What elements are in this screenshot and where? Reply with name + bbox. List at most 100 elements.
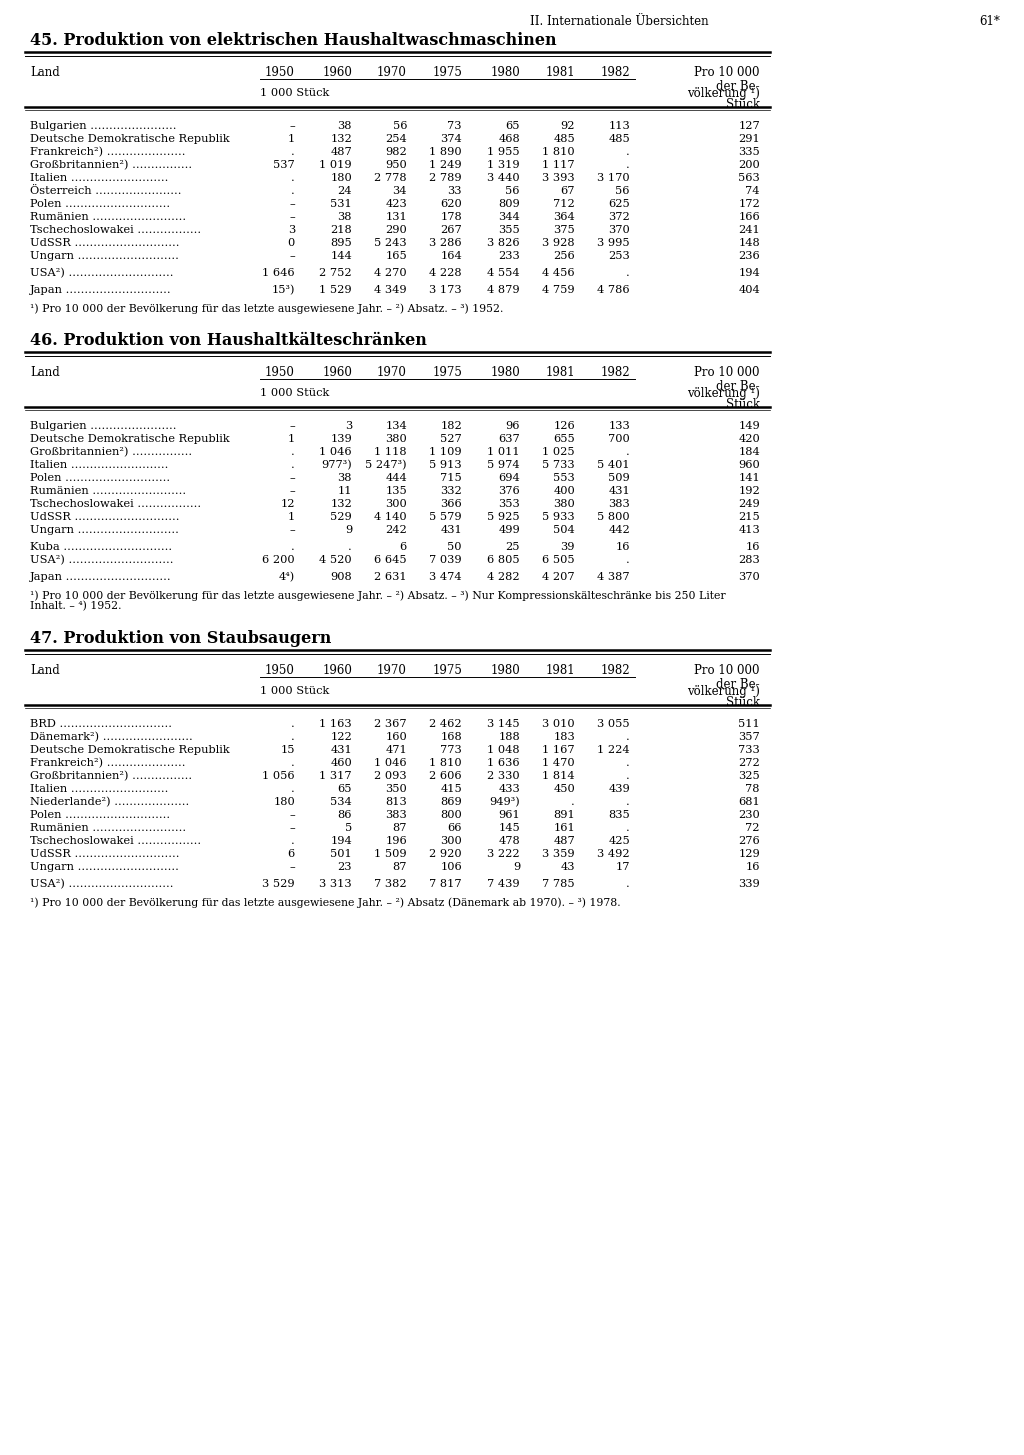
Text: 1975: 1975 <box>432 67 462 80</box>
Text: 1975: 1975 <box>432 367 462 380</box>
Text: 283: 283 <box>738 554 760 565</box>
Text: 46. Produktion von Haushaltkälteschränken: 46. Produktion von Haushaltkälteschränke… <box>30 332 427 349</box>
Text: 655: 655 <box>553 434 575 444</box>
Text: 9: 9 <box>513 861 520 872</box>
Text: .: . <box>627 879 630 889</box>
Text: 1970: 1970 <box>377 67 407 80</box>
Text: 5: 5 <box>345 824 352 834</box>
Text: 1975: 1975 <box>432 665 462 678</box>
Text: 444: 444 <box>385 473 407 483</box>
Text: 2 606: 2 606 <box>429 771 462 781</box>
Text: 47. Produktion von Staubsaugern: 47. Produktion von Staubsaugern <box>30 630 332 647</box>
Text: 5 933: 5 933 <box>543 512 575 522</box>
Text: .: . <box>291 460 295 470</box>
Text: 253: 253 <box>608 252 630 260</box>
Text: 2 462: 2 462 <box>429 719 462 729</box>
Text: 56: 56 <box>615 186 630 196</box>
Text: 290: 290 <box>385 226 407 236</box>
Text: .: . <box>291 147 295 157</box>
Text: Frankreich²) .....................: Frankreich²) ..................... <box>30 758 185 768</box>
Text: 450: 450 <box>553 784 575 794</box>
Text: völkerung ¹): völkerung ¹) <box>687 87 760 100</box>
Text: 1950: 1950 <box>265 67 295 80</box>
Text: 1 890: 1 890 <box>429 147 462 157</box>
Text: 272: 272 <box>738 758 760 768</box>
Text: 835: 835 <box>608 810 630 821</box>
Text: 1 167: 1 167 <box>543 745 575 755</box>
Text: der Be-: der Be- <box>717 80 760 93</box>
Text: 355: 355 <box>499 226 520 236</box>
Text: 2 789: 2 789 <box>429 173 462 183</box>
Text: 3 286: 3 286 <box>429 239 462 247</box>
Text: 3 995: 3 995 <box>597 239 630 247</box>
Text: .: . <box>291 186 295 196</box>
Text: 1 814: 1 814 <box>543 771 575 781</box>
Text: UdSSR ............................: UdSSR ............................ <box>30 512 179 522</box>
Text: 4 554: 4 554 <box>487 268 520 278</box>
Text: 5 401: 5 401 <box>597 460 630 470</box>
Text: 485: 485 <box>553 134 575 144</box>
Text: 4 228: 4 228 <box>429 268 462 278</box>
Text: 6 645: 6 645 <box>375 554 407 565</box>
Text: 715: 715 <box>440 473 462 483</box>
Text: Ungarn ...........................: Ungarn ........................... <box>30 525 179 535</box>
Text: 534: 534 <box>331 797 352 808</box>
Text: 73: 73 <box>447 121 462 131</box>
Text: 1950: 1950 <box>265 367 295 380</box>
Text: 72: 72 <box>745 824 760 834</box>
Text: 182: 182 <box>440 420 462 431</box>
Text: 236: 236 <box>738 252 760 260</box>
Text: –: – <box>289 199 295 210</box>
Text: 712: 712 <box>553 199 575 210</box>
Text: Österreich .......................: Österreich ....................... <box>30 186 181 196</box>
Text: völkerung ¹): völkerung ¹) <box>687 387 760 400</box>
Text: II. Internationale Übersichten: II. Internationale Übersichten <box>530 15 709 28</box>
Text: .: . <box>627 268 630 278</box>
Text: Land: Land <box>30 67 59 80</box>
Text: .: . <box>291 719 295 729</box>
Text: 183: 183 <box>553 732 575 742</box>
Text: 300: 300 <box>385 499 407 509</box>
Text: 1 109: 1 109 <box>429 447 462 457</box>
Text: 164: 164 <box>440 252 462 260</box>
Text: 1 046: 1 046 <box>319 447 352 457</box>
Text: 17: 17 <box>615 861 630 872</box>
Text: Bulgarien .......................: Bulgarien ....................... <box>30 121 176 131</box>
Text: 1 046: 1 046 <box>375 758 407 768</box>
Text: 1 025: 1 025 <box>543 447 575 457</box>
Text: 113: 113 <box>608 121 630 131</box>
Text: .: . <box>627 554 630 565</box>
Text: .: . <box>571 797 575 808</box>
Text: 12: 12 <box>281 499 295 509</box>
Text: 161: 161 <box>553 824 575 834</box>
Text: 134: 134 <box>385 420 407 431</box>
Text: 3 055: 3 055 <box>597 719 630 729</box>
Text: 1981: 1981 <box>546 67 575 80</box>
Text: 5 243: 5 243 <box>375 239 407 247</box>
Text: 1980: 1980 <box>490 665 520 678</box>
Text: 509: 509 <box>608 473 630 483</box>
Text: Frankreich²) .....................: Frankreich²) ..................... <box>30 147 185 157</box>
Text: Pro 10 000: Pro 10 000 <box>694 67 760 80</box>
Text: .: . <box>627 771 630 781</box>
Text: 39: 39 <box>560 543 575 551</box>
Text: 5 247³): 5 247³) <box>366 460 407 470</box>
Text: 1 224: 1 224 <box>597 745 630 755</box>
Text: 218: 218 <box>331 226 352 236</box>
Text: Stück: Stück <box>726 695 760 709</box>
Text: 7 817: 7 817 <box>429 879 462 889</box>
Text: 366: 366 <box>440 499 462 509</box>
Text: 1981: 1981 <box>546 665 575 678</box>
Text: 200: 200 <box>738 160 760 170</box>
Text: 2 367: 2 367 <box>375 719 407 729</box>
Text: 180: 180 <box>273 797 295 808</box>
Text: 5 925: 5 925 <box>487 512 520 522</box>
Text: 1: 1 <box>288 512 295 522</box>
Text: 87: 87 <box>392 861 407 872</box>
Text: Deutsche Demokratische Republik: Deutsche Demokratische Republik <box>30 745 229 755</box>
Text: 3 145: 3 145 <box>487 719 520 729</box>
Text: 1980: 1980 <box>490 67 520 80</box>
Text: 4 759: 4 759 <box>543 285 575 295</box>
Text: 353: 353 <box>499 499 520 509</box>
Text: Tschechoslowakei .................: Tschechoslowakei ................. <box>30 226 201 236</box>
